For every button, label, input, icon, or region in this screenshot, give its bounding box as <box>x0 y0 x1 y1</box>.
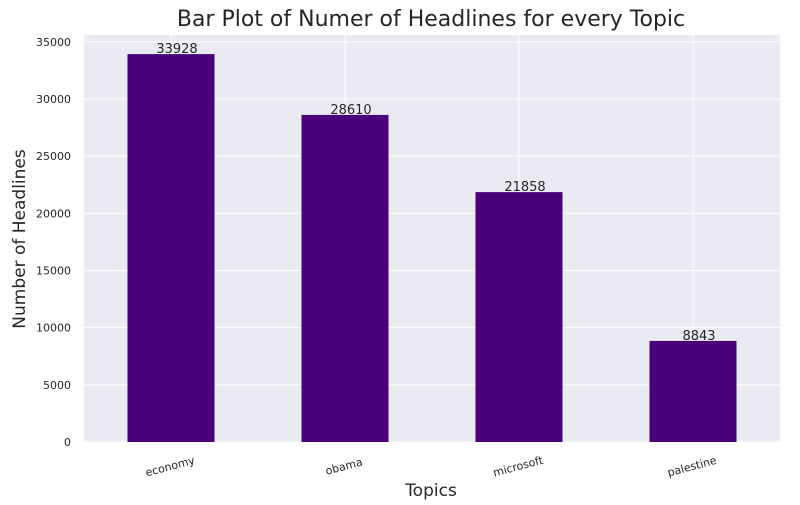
y-tick-label: 0 <box>64 436 71 449</box>
bar-microsoft <box>475 192 563 442</box>
chart-title: Bar Plot of Numer of Headlines for every… <box>177 7 685 32</box>
bars <box>127 54 737 443</box>
data-labels: 33928 28610 21858 8843 <box>156 42 715 344</box>
y-axis-ticks: 0 5000 10000 15000 20000 25000 30000 35000 <box>36 36 71 449</box>
y-tick-label: 20000 <box>36 207 71 220</box>
x-tick-label-microsoft: microsoft <box>492 454 546 480</box>
x-axis-ticks: economy obama microsoft palestine <box>144 454 718 480</box>
y-tick-label: 10000 <box>36 322 71 335</box>
y-tick-label: 25000 <box>36 150 71 163</box>
bar-palestine <box>649 340 737 442</box>
data-label-obama: 28610 <box>330 103 371 118</box>
x-tick-label-economy: economy <box>144 454 197 480</box>
x-axis-label: Topics <box>404 481 457 501</box>
y-tick-label: 35000 <box>36 36 71 49</box>
data-label-microsoft: 21858 <box>504 180 545 195</box>
x-tick-label-obama: obama <box>324 455 364 477</box>
bar-economy <box>127 54 215 442</box>
x-tick-label-palestine: palestine <box>666 454 718 480</box>
y-tick-label: 15000 <box>36 265 71 278</box>
data-label-economy: 33928 <box>156 42 197 57</box>
y-tick-label: 30000 <box>36 93 71 106</box>
bar-obama <box>301 114 389 443</box>
data-label-palestine: 8843 <box>682 329 715 344</box>
y-axis-label: Number of Headlines <box>10 149 30 329</box>
y-tick-label: 5000 <box>43 379 71 392</box>
